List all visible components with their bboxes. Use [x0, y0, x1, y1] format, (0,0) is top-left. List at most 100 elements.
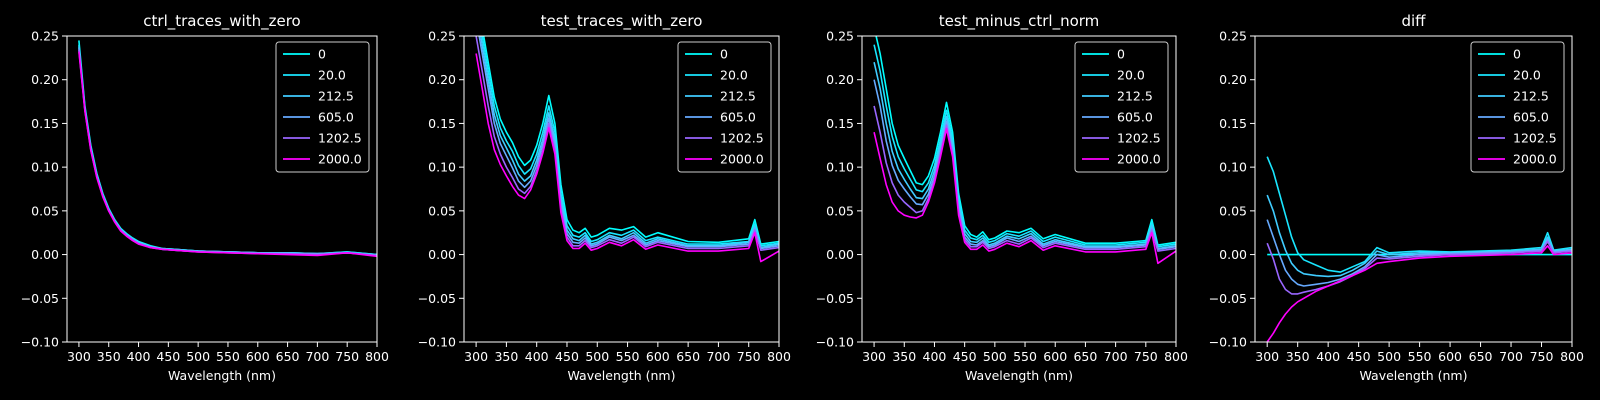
x-tick-label: 700 [305, 349, 329, 364]
series-line-2000.0 [475, 53, 779, 263]
x-tick-label: 600 [1438, 349, 1462, 364]
y-tick-label: 0.20 [428, 72, 456, 87]
series-line-2000.0 [78, 51, 377, 258]
legend-label: 212.5 [1117, 89, 1153, 104]
x-tick-label: 800 [1560, 349, 1584, 364]
legend-label: 605.0 [720, 110, 756, 125]
legend: 0 20.0 212.5 605.0 1202.5 2000.0 [275, 41, 370, 173]
legend-label: 212.5 [318, 89, 354, 104]
y-tick-label: 0.00 [428, 247, 456, 262]
legend-label: 20.0 [318, 68, 346, 83]
y-tick-label: 0.25 [826, 29, 854, 44]
y-tick-label: −0.05 [816, 291, 854, 306]
y-tick-label: 0.05 [31, 203, 59, 218]
legend-label: 605.0 [1513, 110, 1549, 125]
series-line-605.0 [873, 79, 1176, 251]
legend-label: 1202.5 [318, 131, 362, 146]
chart-title: ctrl_traces_with_zero [143, 12, 300, 31]
x-axis-label: Wavelength (nm) [965, 368, 1073, 383]
y-tick-label: −0.10 [418, 335, 456, 350]
series-line-1202.5 [873, 105, 1176, 252]
legend-label: 605.0 [318, 110, 354, 125]
series-line-212.5 [479, 36, 779, 249]
legend: 0 20.0 212.5 605.0 1202.5 2000.0 [1470, 41, 1565, 173]
y-tick-label: 0.20 [826, 72, 854, 87]
axes-frame [463, 35, 780, 343]
y-tick-label: 0.00 [31, 247, 59, 262]
axes-frame [861, 35, 1177, 343]
x-tick-label: 500 [1377, 349, 1401, 364]
series-line-0 [875, 36, 1176, 246]
x-tick-label: 750 [1134, 349, 1158, 364]
x-axis-label: Wavelength (nm) [168, 368, 276, 383]
x-tick-label: 450 [953, 349, 977, 364]
x-tick-label: 550 [216, 349, 240, 364]
panel-2: 300 350 400 450 500 550 600 650 700 750 800 −0.10 −0… [418, 12, 791, 383]
x-tick-label: 750 [737, 349, 761, 364]
series-line-20.0 [481, 36, 779, 247]
legend-label: 1202.5 [720, 131, 764, 146]
x-tick-label: 750 [335, 349, 359, 364]
x-tick-label: 300 [862, 349, 886, 364]
plot-area [873, 36, 1176, 265]
legend: 0 20.0 212.5 605.0 1202.5 2000.0 [677, 41, 772, 173]
y-tick-label: −0.05 [21, 291, 59, 306]
legend-label: 0 [318, 47, 326, 62]
y-tick-label: −0.10 [816, 335, 854, 350]
y-tick-label: 0.15 [826, 116, 854, 131]
series-line-20.0 [1266, 156, 1572, 273]
y-tick-label: 0.25 [31, 29, 59, 44]
legend-label: 20.0 [720, 68, 748, 83]
x-tick-label: 350 [1286, 349, 1310, 364]
panel-4: 300 350 400 450 500 550 600 650 700 750 800 −0.10 −0… [1209, 12, 1584, 383]
legend-label: 0 [720, 47, 728, 62]
y-tick-label: 0.15 [31, 116, 59, 131]
legend-label: 212.5 [720, 89, 756, 104]
legend-label: 20.0 [1117, 68, 1145, 83]
chart-title: test_traces_with_zero [541, 12, 703, 31]
x-tick-label: 800 [767, 349, 791, 364]
y-tick-label: 0.00 [826, 247, 854, 262]
y-tick-label: −0.05 [418, 291, 456, 306]
legend-label: 605.0 [1117, 110, 1153, 125]
x-tick-label: 600 [246, 349, 270, 364]
y-tick-label: 0.10 [826, 160, 854, 175]
panel-1: 300 350 400 450 500 550 600 650 700 750 800 −0.10 −0… [21, 12, 389, 383]
legend-label: 0 [1117, 47, 1125, 62]
legend: 0 20.0 212.5 605.0 1202.5 2000.0 [1074, 41, 1169, 173]
legend-label: 1202.5 [1513, 131, 1557, 146]
plot-area [475, 36, 779, 263]
x-tick-label: 550 [1013, 349, 1037, 364]
legend-label: 20.0 [1513, 68, 1541, 83]
x-tick-label: 350 [892, 349, 916, 364]
legend-label: 0 [1513, 47, 1521, 62]
x-tick-label: 700 [706, 349, 730, 364]
plot-area [78, 40, 377, 258]
series-line-0 [482, 36, 779, 245]
chart-title: test_minus_ctrl_norm [939, 12, 1100, 31]
series-line-212.5 [1266, 194, 1572, 278]
x-tick-label: 800 [365, 349, 389, 364]
y-tick-label: 0.05 [428, 203, 456, 218]
axes-frame [1254, 35, 1573, 343]
plot-area [1266, 156, 1572, 342]
x-tick-label: 300 [67, 349, 91, 364]
y-tick-label: 0.20 [31, 72, 59, 87]
y-tick-label: 0.10 [31, 160, 59, 175]
y-tick-label: 0.20 [1219, 72, 1247, 87]
legend-label: 1202.5 [1117, 131, 1161, 146]
x-tick-label: 700 [1499, 349, 1523, 364]
y-tick-label: −0.10 [21, 335, 59, 350]
series-line-605.0 [1266, 219, 1572, 287]
x-tick-label: 350 [97, 349, 121, 364]
y-tick-label: 0.15 [1219, 116, 1247, 131]
series-line-2000.0 [1266, 245, 1572, 342]
x-tick-label: 550 [616, 349, 640, 364]
y-tick-label: 0.10 [428, 160, 456, 175]
legend-label: 2000.0 [720, 152, 764, 167]
chart-title: diff [1401, 12, 1426, 30]
y-tick-label: −0.10 [1209, 335, 1247, 350]
legend-label: 2000.0 [318, 152, 362, 167]
x-tick-label: 400 [1316, 349, 1340, 364]
